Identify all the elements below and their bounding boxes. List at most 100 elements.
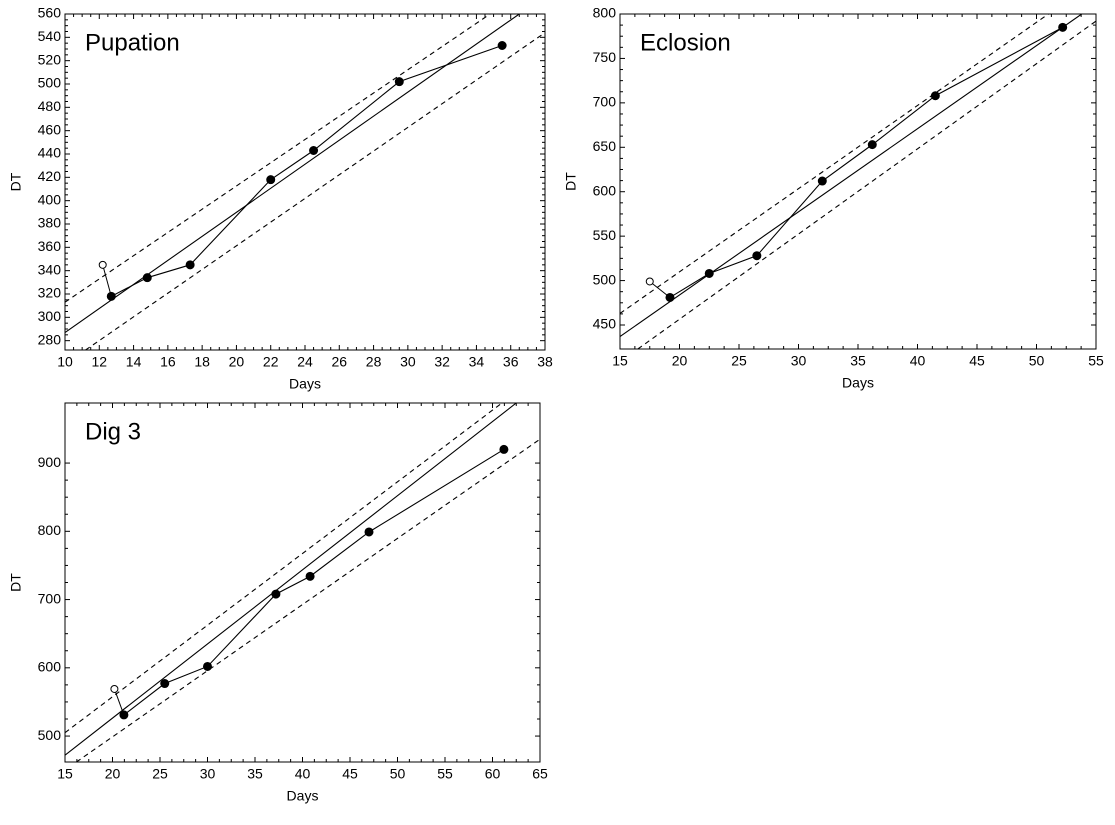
x-tick-label: 25 xyxy=(731,353,747,369)
y-tick-label: 520 xyxy=(38,51,62,67)
open-point xyxy=(98,260,107,269)
x-axis-label: Days xyxy=(287,788,319,804)
y-tick-label: 460 xyxy=(38,121,62,137)
confidence-line xyxy=(65,14,491,303)
chart-title: Dig 3 xyxy=(85,418,141,445)
point xyxy=(305,571,315,581)
x-tick-label: 10 xyxy=(57,354,73,370)
y-tick-label: 750 xyxy=(593,49,617,65)
chart-title: Eclosion xyxy=(640,29,731,56)
fit-line xyxy=(65,403,517,756)
x-tick-label: 30 xyxy=(791,353,807,369)
y-tick-label: 500 xyxy=(593,271,617,287)
point xyxy=(203,661,212,671)
x-tick-label: 22 xyxy=(263,354,279,370)
point xyxy=(817,176,827,186)
x-tick-label: 38 xyxy=(537,354,553,370)
plot-frame xyxy=(619,13,1097,350)
point xyxy=(930,91,940,101)
point xyxy=(665,292,675,302)
x-tick-label: 35 xyxy=(247,766,263,782)
y-tick-label: 600 xyxy=(593,182,617,198)
y-tick-label: 560 xyxy=(38,5,62,21)
x-tick-label: 16 xyxy=(160,354,176,370)
x-tick-label: 50 xyxy=(1029,353,1045,369)
x-tick-label: 15 xyxy=(57,766,73,782)
x-tick-label: 40 xyxy=(295,766,311,782)
x-tick-label: 30 xyxy=(400,354,416,370)
x-tick-label: 20 xyxy=(105,766,121,782)
y-tick-label: 360 xyxy=(38,238,62,254)
x-axis-label: Days xyxy=(842,375,874,391)
x-tick-label: 30 xyxy=(200,766,216,782)
plot-area xyxy=(65,14,545,350)
point xyxy=(185,260,195,270)
open-point xyxy=(645,277,654,286)
fit-line xyxy=(65,14,520,333)
x-tick-label: 36 xyxy=(503,354,519,370)
y-tick-label: 600 xyxy=(38,659,62,675)
y-tick-label: 900 xyxy=(38,454,62,470)
x-tick-label: 45 xyxy=(342,766,358,782)
connector xyxy=(102,264,112,297)
x-tick-label: 32 xyxy=(434,354,450,370)
x-tick-label: 20 xyxy=(672,353,688,369)
y-tick-label: 280 xyxy=(38,331,62,347)
plot-frame xyxy=(64,13,546,351)
data-line xyxy=(123,448,505,716)
point xyxy=(867,140,877,150)
y-tick-label: 800 xyxy=(593,5,617,21)
x-tick-label: 25 xyxy=(152,766,168,782)
y-axis-label: DT xyxy=(563,172,579,191)
point xyxy=(106,291,116,301)
y-tick-label: 440 xyxy=(38,145,62,161)
x-tick-label: 50 xyxy=(390,766,406,782)
x-tick-label: 60 xyxy=(485,766,501,782)
y-tick-label: 300 xyxy=(38,308,62,324)
confidence-line xyxy=(65,403,503,734)
y-tick-label: 650 xyxy=(593,138,617,154)
chart-title: Pupation xyxy=(85,29,180,56)
point xyxy=(266,175,276,185)
x-tick-label: 34 xyxy=(469,354,485,370)
y-tick-label: 800 xyxy=(38,522,62,538)
x-tick-label: 28 xyxy=(366,354,382,370)
y-tick-label: 700 xyxy=(593,94,617,110)
y-axis-label: DT xyxy=(8,172,24,191)
point xyxy=(160,679,170,689)
y-tick-label: 420 xyxy=(38,168,62,184)
panel: 10 12 14 16 18 20 22 24 26 28 30 32 34 36 38 280 300 320 3… xyxy=(8,5,553,392)
panel: 15 20 25 30 35 40 45 50 55 60 65 500 600 700 800 900 Day… xyxy=(8,402,548,804)
point xyxy=(704,268,714,278)
x-tick-label: 12 xyxy=(91,354,107,370)
confidence-line xyxy=(85,32,545,350)
confidence-line xyxy=(637,20,1096,349)
x-tick-label: 20 xyxy=(229,354,245,370)
y-tick-label: 700 xyxy=(38,590,62,606)
plot-frame xyxy=(64,402,541,763)
x-tick-label: 14 xyxy=(126,354,142,370)
y-tick-label: 500 xyxy=(38,75,62,91)
y-axis-label: DT xyxy=(8,573,24,592)
y-tick-label: 400 xyxy=(38,191,62,207)
panel: 15 20 25 30 35 40 45 50 55 450 500 550 600 650 700 750 8… xyxy=(563,5,1104,391)
point xyxy=(497,41,507,50)
open-point xyxy=(110,684,119,693)
y-tick-label: 340 xyxy=(38,261,62,277)
x-tick-label: 55 xyxy=(1088,353,1104,369)
point xyxy=(1058,22,1068,32)
x-tick-label: 26 xyxy=(331,354,347,370)
confidence-line xyxy=(620,14,1049,314)
y-tick-label: 450 xyxy=(593,316,617,332)
point xyxy=(271,589,281,599)
point xyxy=(499,444,509,454)
x-tick-label: 65 xyxy=(532,766,548,782)
fit-line xyxy=(620,14,1083,338)
x-tick-label: 35 xyxy=(850,353,866,369)
x-tick-label: 24 xyxy=(297,354,313,370)
x-axis-label: Days xyxy=(289,376,321,392)
y-tick-label: 380 xyxy=(38,215,62,231)
y-tick-label: 550 xyxy=(593,227,617,243)
x-tick-label: 18 xyxy=(194,354,210,370)
y-tick-label: 320 xyxy=(38,285,62,301)
